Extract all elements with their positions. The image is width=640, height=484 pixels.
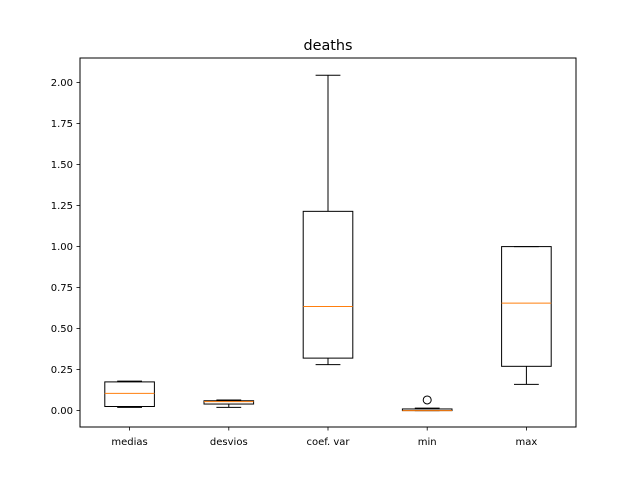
y-tick-label: 1.75 xyxy=(51,119,73,130)
y-axis: 0.00 0.25 0.50 0.75 1.00 1.25 1.50 1.75 2.00 xyxy=(51,78,80,417)
box-iqr xyxy=(203,400,255,405)
box-iqr xyxy=(104,381,155,407)
y-tick-label: 0.75 xyxy=(51,283,73,294)
y-tick-label: 1.25 xyxy=(51,201,73,212)
box-iqr xyxy=(501,246,552,367)
y-tick-label: 1.50 xyxy=(51,160,73,171)
x-tick-label: min xyxy=(418,437,437,448)
box-min xyxy=(401,395,453,412)
y-tick-label: 0.00 xyxy=(51,406,73,417)
x-tick-label: medias xyxy=(111,437,147,448)
y-tick-label: 0.25 xyxy=(51,365,73,376)
y-tick-label: 2.00 xyxy=(51,78,73,89)
x-tick-label: coef. var xyxy=(306,437,350,448)
x-tick-label: desvios xyxy=(210,437,248,448)
flier-point xyxy=(422,395,432,405)
y-tick-label: 0.50 xyxy=(51,324,73,335)
box-series xyxy=(104,74,552,412)
box-iqr xyxy=(302,210,354,359)
box-medias xyxy=(104,380,155,408)
plot-frame xyxy=(79,57,577,428)
box-coef-var xyxy=(302,74,354,366)
y-tick-label: 1.00 xyxy=(51,242,73,253)
box-max xyxy=(501,246,552,385)
chart-title: deaths xyxy=(303,38,352,54)
box-desvios xyxy=(203,399,255,408)
x-tick-label: max xyxy=(516,437,538,448)
x-axis: medias desvios coef. var min max xyxy=(111,427,537,448)
